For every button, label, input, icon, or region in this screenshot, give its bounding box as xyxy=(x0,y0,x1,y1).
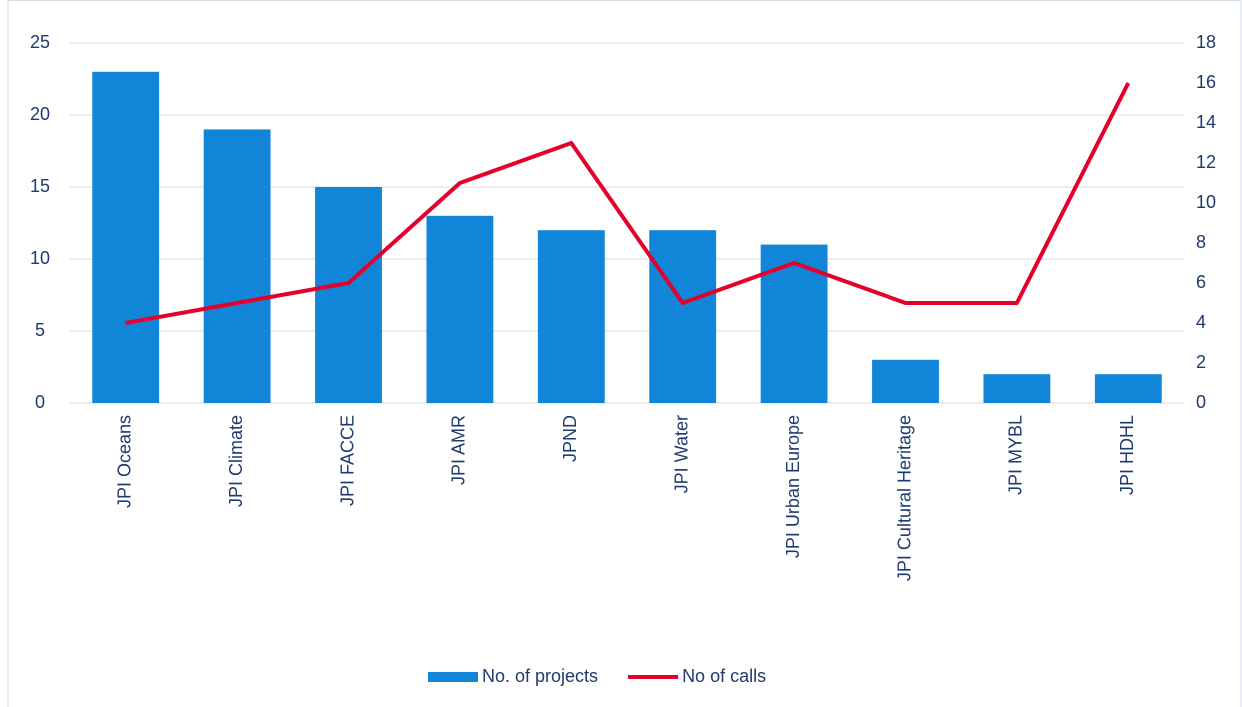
y2-tick-label: 18 xyxy=(1196,32,1216,52)
bar xyxy=(1094,374,1162,403)
x-tick-label: JPND xyxy=(560,415,580,462)
y2-tick-label: 12 xyxy=(1196,152,1216,172)
x-tick-label: JPI Climate xyxy=(226,415,246,507)
y2-tick-label: 14 xyxy=(1196,112,1216,132)
y-tick-label: 0 xyxy=(35,392,45,412)
bar xyxy=(315,187,382,403)
legend-swatch xyxy=(428,672,478,682)
y-tick-label: 15 xyxy=(30,176,50,196)
bar xyxy=(537,230,605,403)
chart-border xyxy=(7,0,1242,707)
y-tick-label: 20 xyxy=(30,104,50,124)
y2-tick-label: 2 xyxy=(1196,352,1206,372)
y2-tick-label: 4 xyxy=(1196,312,1206,332)
x-tick-label: JPI FACCE xyxy=(337,415,357,506)
y-tick-label: 10 xyxy=(30,248,50,268)
x-tick-label: JPI AMR xyxy=(449,415,469,485)
legend-label: No of calls xyxy=(682,666,766,686)
bar xyxy=(649,230,717,403)
x-tick-label: JPI Cultural Heritage xyxy=(894,415,914,581)
x-tick-label: JPI MYBL xyxy=(1006,415,1026,495)
legend-label: No. of projects xyxy=(482,666,598,686)
y-tick-label: 5 xyxy=(35,320,45,340)
x-tick-label: JPI HDHL xyxy=(1117,415,1137,495)
y2-tick-label: 0 xyxy=(1196,392,1206,412)
y2-tick-label: 8 xyxy=(1196,232,1206,252)
y2-tick-label: 16 xyxy=(1196,72,1216,92)
y-tick-label: 25 xyxy=(30,32,50,52)
x-tick-label: JPI Water xyxy=(671,415,691,493)
x-tick-label: JPI Urban Europe xyxy=(783,415,803,558)
bar xyxy=(426,215,494,403)
y2-tick-label: 10 xyxy=(1196,192,1216,212)
y2-tick-label: 6 xyxy=(1196,272,1206,292)
bar xyxy=(760,244,828,403)
x-tick-label: JPI Oceans xyxy=(114,415,134,508)
bar xyxy=(203,129,271,403)
bar xyxy=(872,359,939,403)
bar xyxy=(92,71,160,404)
bar xyxy=(983,374,1051,403)
line xyxy=(125,82,1131,325)
